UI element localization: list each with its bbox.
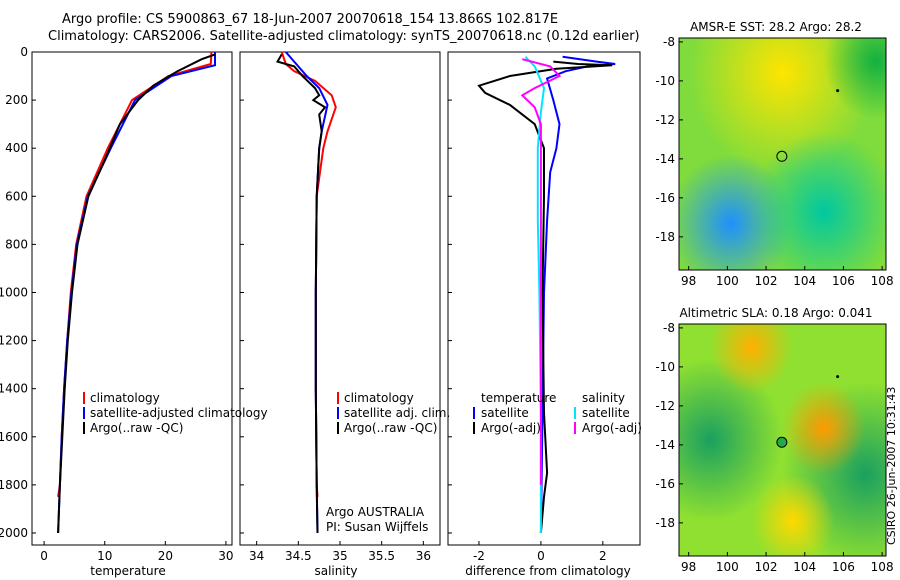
- temperature-x-axis-label: temperature: [90, 564, 165, 578]
- difference-series-3: [520, 58, 562, 485]
- footer-credit: CSIRO 26-Jun-2007 10:31:43: [885, 387, 898, 545]
- sla-map-x-tick-label: 104: [793, 560, 816, 574]
- depth-y-tick-label: 0: [20, 45, 28, 59]
- difference-panel: -2 0 2 difference from climatology tempera…: [447, 51, 642, 578]
- salinity-x-tick-label: 35: [332, 549, 347, 563]
- temperature-panel: 0 10 20 30 0 200 400 600 800 1000 1200 1400 1600 1800…: [0, 45, 268, 578]
- sla-map-y-tick-label: -14: [655, 438, 675, 452]
- sst-map-y-tick-label: -10: [655, 74, 675, 88]
- sst-map-title: AMSR-E SST: 28.2 Argo: 28.2: [690, 20, 862, 34]
- figure-title-line2: Climatology: CARS2006. Satellite-adjuste…: [48, 29, 640, 44]
- temperature-x-tick-label: 30: [218, 549, 233, 563]
- depth-y-tick-label: 200: [5, 93, 28, 107]
- sst-map-x-tick-label: 104: [793, 274, 816, 288]
- legend-label-argo-temperature: Argo(-adj): [481, 421, 541, 435]
- difference-series-1: [477, 60, 613, 534]
- difference-series-0: [539, 55, 616, 534]
- sla-map-x-tick-label: 102: [755, 560, 778, 574]
- legend-header-salinity: salinity: [582, 391, 625, 405]
- salinity-x-tick-label: 34: [249, 549, 264, 563]
- temperature-x-tick-label: 20: [158, 549, 173, 563]
- float-annotation-owner: Argo AUSTRALIA: [326, 505, 425, 519]
- salinity-series-0: [280, 51, 337, 497]
- temperature-plot-frame: [31, 51, 233, 546]
- sla-map-y-tick-label: -10: [655, 360, 675, 374]
- legend-label-climatology: climatology: [90, 391, 160, 405]
- legend-label-satellite: satellite adj. clim.: [344, 406, 450, 420]
- sst-map-green-region-ne: [679, 38, 886, 270]
- difference-x-tick-label: 0: [537, 549, 545, 563]
- salinity-series-2: [275, 53, 327, 534]
- sst-map-x-tick-label: 100: [716, 274, 739, 288]
- salinity-x-axis-label: salinity: [314, 564, 357, 578]
- sla-map-frame: [678, 323, 887, 557]
- salinity-x-tick-label: 35.5: [368, 549, 395, 563]
- sla-map-x-tick-label: 106: [832, 560, 855, 574]
- salinity-x-tick-label: 36: [416, 549, 431, 563]
- sla-map-x-tick-label: 98: [681, 560, 696, 574]
- sla-map-x-tick-label: 100: [716, 560, 739, 574]
- difference-x-axis-label: difference from climatology: [465, 564, 631, 578]
- depth-y-tick-label: 600: [5, 189, 28, 203]
- temperature-series-2: [57, 53, 216, 534]
- salinity-plot-frame: [239, 51, 441, 546]
- difference-x-tick-label: -2: [473, 549, 485, 563]
- sla-map-title: Altimetric SLA: 0.18 Argo: 0.041: [679, 306, 872, 320]
- temperature-x-tick-label: 10: [97, 549, 112, 563]
- depth-y-tick-label: 800: [5, 237, 28, 251]
- sla-map-panel: Altimetric SLA: 0.18 Argo: 0.041 98 100 10…: [655, 306, 893, 574]
- sst-map-x-tick-label: 98: [681, 274, 696, 288]
- temperature-x-tick-label: 0: [40, 549, 48, 563]
- legend-header-temperature: temperature: [481, 391, 556, 405]
- sst-map-y-tick-label: -12: [655, 113, 675, 127]
- legend-label-satellite-temperature: satellite: [481, 406, 529, 420]
- difference-x-tick-label: 2: [599, 549, 607, 563]
- float-annotation-pi: PI: Susan Wijffels: [326, 520, 428, 534]
- salinity-legend: climatology satellite adj. clim. Argo(..…: [337, 391, 450, 435]
- temperature-series-1: [57, 52, 216, 534]
- depth-y-tick-label: 1400: [0, 382, 28, 396]
- depth-y-tick-label: 1200: [0, 334, 28, 348]
- sst-map-y-tick-label: -8: [663, 35, 675, 49]
- difference-plot-frame: [447, 51, 641, 546]
- difference-legend: temperature salinity satellite Argo(-adj…: [473, 391, 642, 435]
- legend-label-satellite-salinity: satellite: [582, 406, 630, 420]
- depth-y-tick-label: 1000: [0, 285, 28, 299]
- legend-label-argo-salinity: Argo(-adj): [582, 421, 642, 435]
- sla-map-y-tick-label: -18: [655, 516, 675, 530]
- sla-map-y-tick-label: -12: [655, 399, 675, 413]
- salinity-panel: 34 34.5 35 35.5 36 salinity climatology sate…: [239, 51, 450, 578]
- sst-map-float-marker: [776, 150, 788, 162]
- depth-y-tick-label: 1600: [0, 430, 28, 444]
- figure-title-line1: Argo profile: CS 5900863_67 18-Jun-2007 …: [62, 12, 559, 27]
- sst-map-x-tick-label: 108: [871, 274, 894, 288]
- sla-map-x-tick-label: 108: [871, 560, 894, 574]
- salinity-x-tick-label: 34.5: [285, 549, 312, 563]
- depth-y-tick-label: 2000: [0, 526, 28, 540]
- sst-map-y-tick-label: -16: [655, 191, 675, 205]
- sst-map-island-marker: [836, 89, 840, 93]
- legend-label-satellite: satellite-adjusted climatology: [90, 406, 268, 420]
- sst-map-frame: [678, 37, 887, 271]
- sst-map-y-tick-label: -14: [655, 152, 675, 166]
- temperature-legend: climatology satellite-adjusted climatolo…: [83, 391, 268, 435]
- sst-map-x-tick-label: 106: [832, 274, 855, 288]
- sla-map-island-marker: [836, 375, 840, 379]
- legend-label-climatology: climatology: [344, 391, 414, 405]
- depth-y-tick-label: 400: [5, 141, 28, 155]
- sst-map-y-tick-label: -18: [655, 230, 675, 244]
- legend-label-argo: Argo(..raw -QC): [344, 421, 437, 435]
- sla-map-y-tick-label: -8: [663, 321, 675, 335]
- legend-label-argo: Argo(..raw -QC): [90, 421, 183, 435]
- sst-map-panel: AMSR-E SST: 28.2 Argo: 28.2 98 100 102 104 1…: [655, 20, 893, 288]
- sla-map-y-tick-label: -16: [655, 477, 675, 491]
- depth-y-tick-label: 1800: [0, 478, 28, 492]
- sla-map-float-marker: [776, 436, 788, 448]
- sst-map-x-tick-label: 102: [755, 274, 778, 288]
